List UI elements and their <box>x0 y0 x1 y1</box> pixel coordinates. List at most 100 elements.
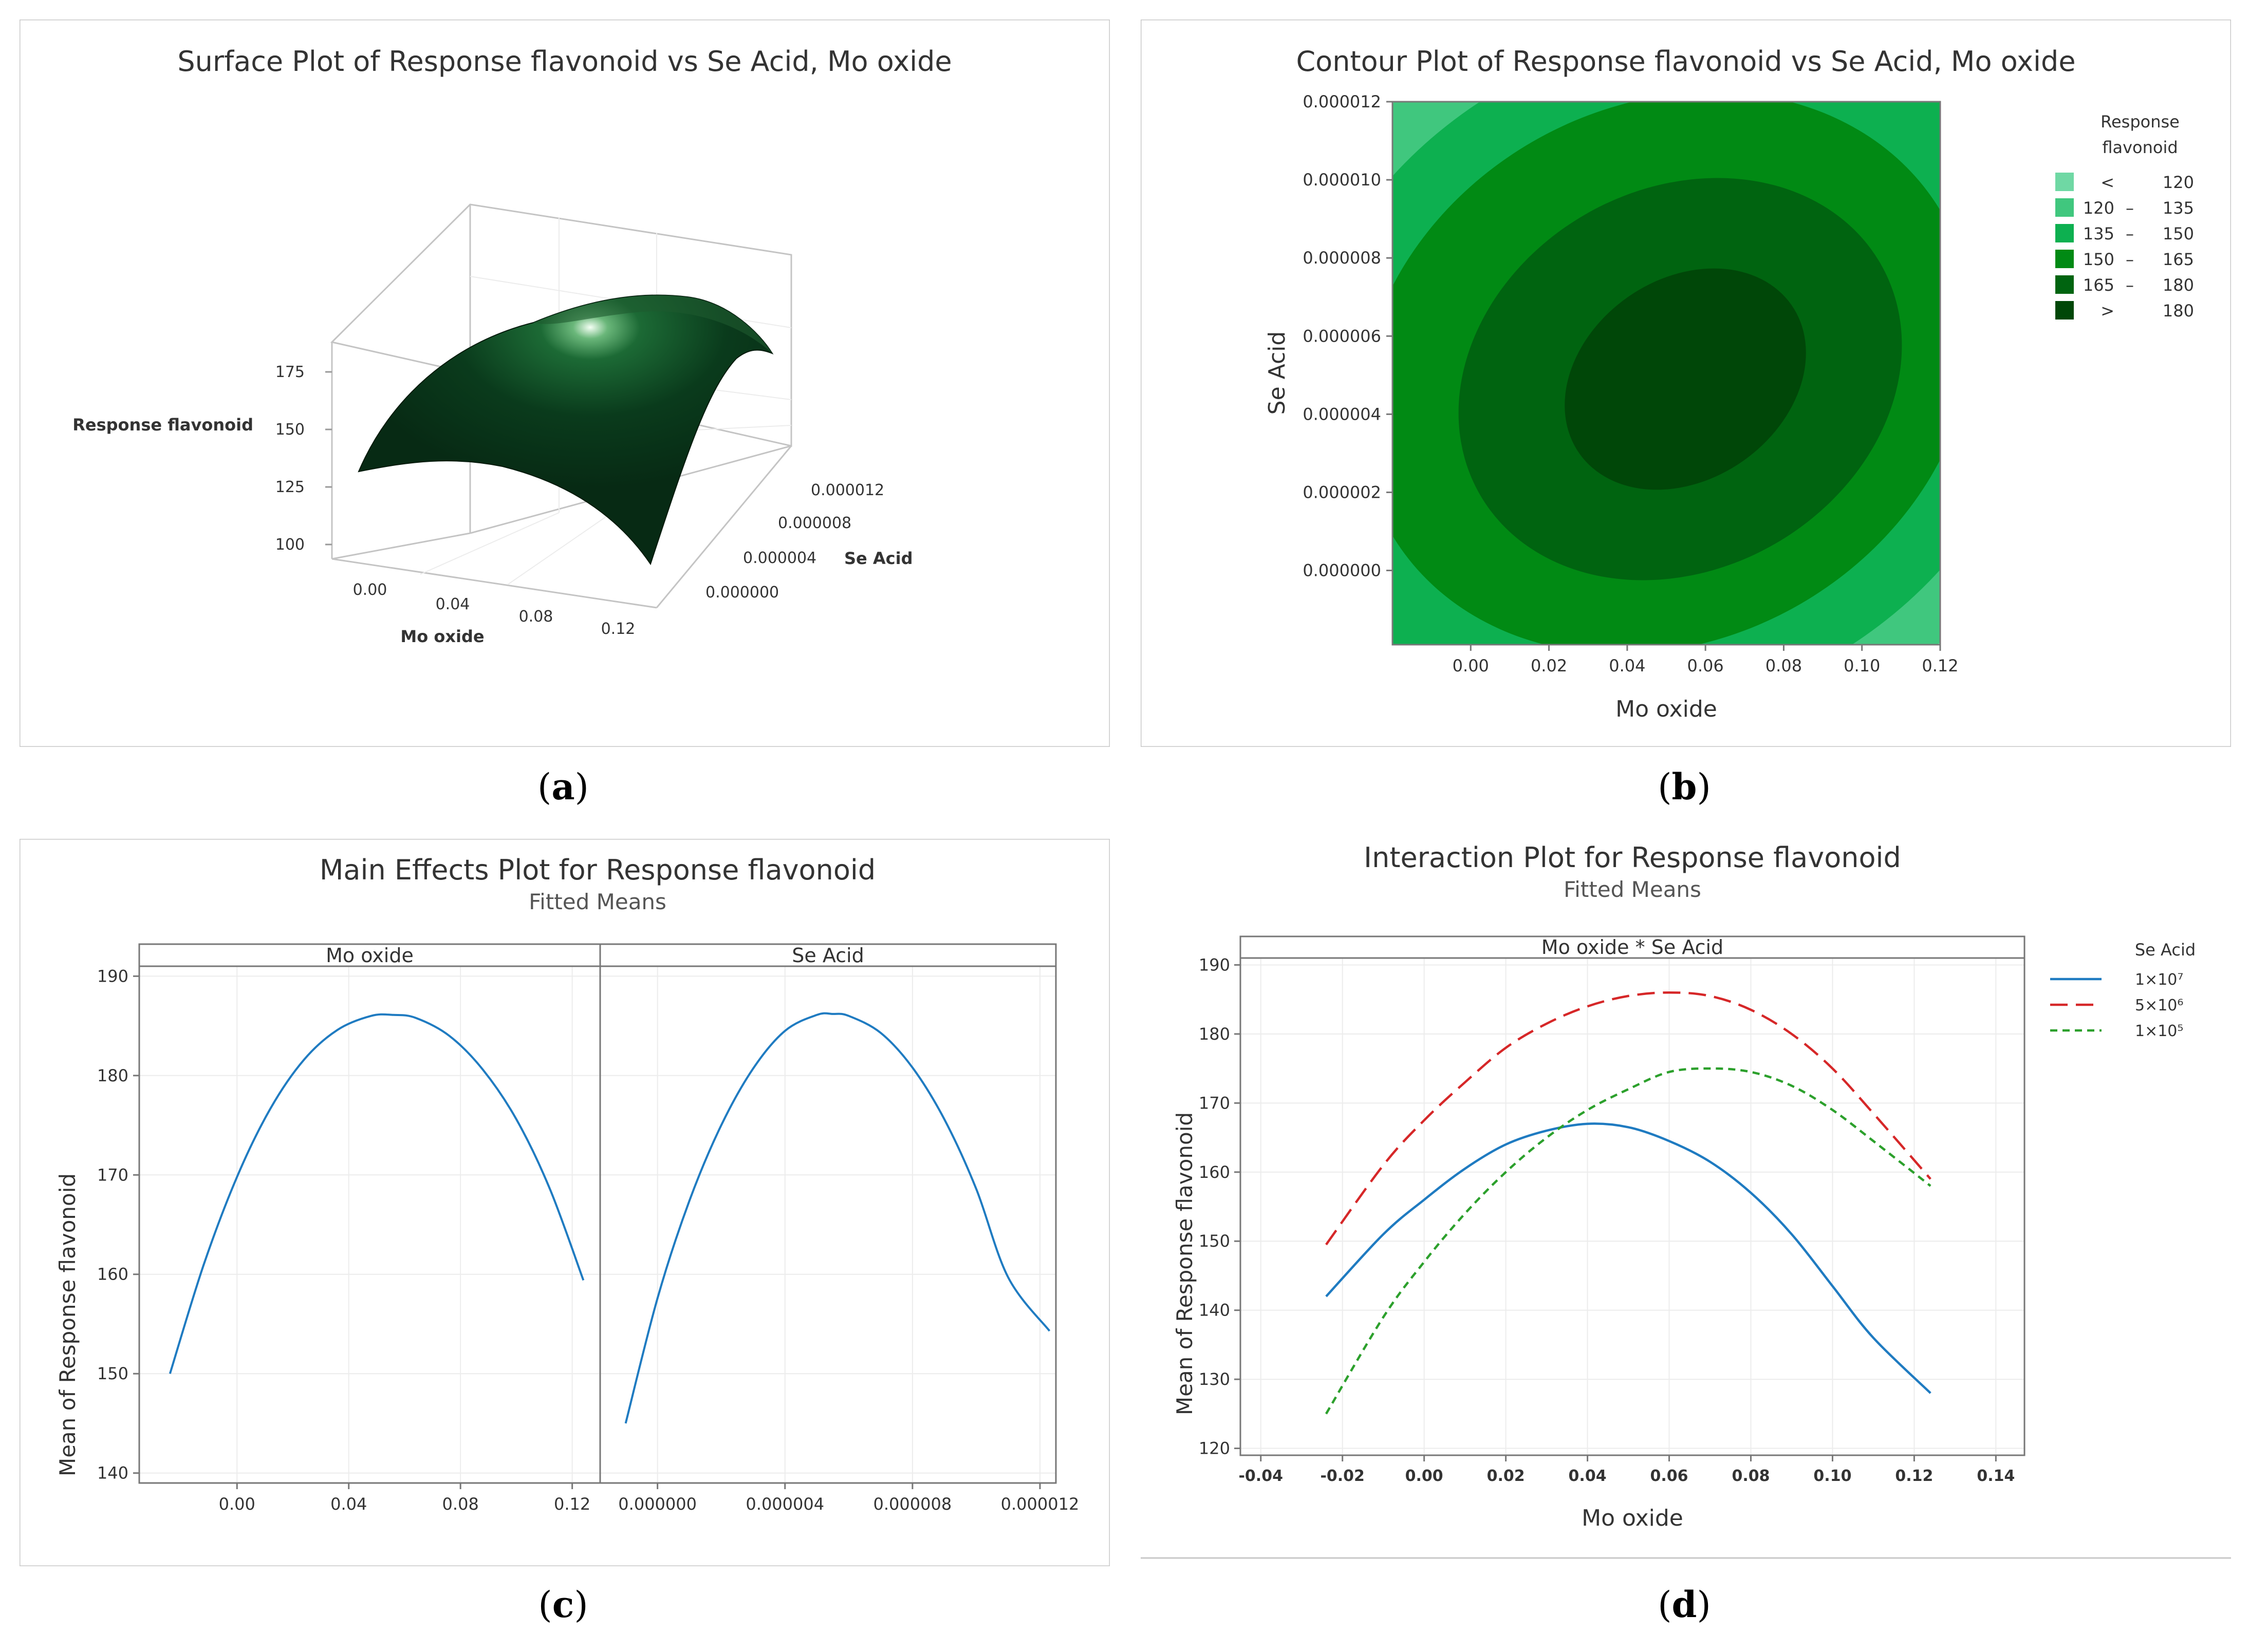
main-effects-plot: Main Effects Plot for Response flavonoid… <box>20 839 1110 1566</box>
inter-panel-strip-label: Mo oxide * Se Acid <box>1541 936 1723 959</box>
contour-x-tick-label: 0.08 <box>1765 656 1802 675</box>
main-panel-strip-label: Mo oxide <box>326 944 414 967</box>
main-x-tick-label: 0.000012 <box>1001 1494 1080 1514</box>
y-tick-0.000012: 0.000012 <box>811 481 884 499</box>
legend-dash: – <box>2126 224 2134 243</box>
legend-lo: 120 <box>2083 198 2114 218</box>
main-y-tick-label: 190 <box>97 966 128 986</box>
main-effect-line <box>624 1012 1051 1424</box>
legend-swatch <box>2055 173 2074 191</box>
inter-x-tick-label: 0.00 <box>1405 1467 1443 1485</box>
interaction-legend-label: 1×10⁷ <box>2135 971 2183 989</box>
y-tick-0.000008: 0.000008 <box>778 514 851 532</box>
legend-dash: – <box>2126 250 2134 269</box>
inter-y-tick-label: 140 <box>1199 1301 1230 1320</box>
inter-x-tick-label: -0.04 <box>1238 1467 1283 1485</box>
legend-swatch <box>2055 275 2074 294</box>
legend-lo: < <box>2101 173 2114 192</box>
interaction-series-line <box>1325 991 1931 1246</box>
inter-y-tick-label: 180 <box>1199 1024 1230 1044</box>
contour-y-tick-label: 0.000002 <box>1303 482 1381 502</box>
inter-y-tick-label: 160 <box>1199 1162 1230 1182</box>
x-tick-0.00: 0.00 <box>353 581 387 599</box>
inter-y-tick-label: 190 <box>1199 955 1230 974</box>
inter-y-tick-label: 150 <box>1199 1231 1230 1251</box>
interaction-title: Interaction Plot for Response flavonoid <box>1364 841 1901 874</box>
main-x-tick-label: 0.04 <box>330 1494 367 1514</box>
legend-lo: 165 <box>2083 275 2114 295</box>
main-y-tick-label: 160 <box>97 1265 128 1284</box>
inter-x-tick-label: 0.06 <box>1650 1467 1688 1485</box>
legend-swatch <box>2055 250 2074 268</box>
z-tick-175: 175 <box>275 363 305 381</box>
interaction-legend-title: Se Acid <box>2135 940 2196 960</box>
legend-lo: 150 <box>2083 250 2114 269</box>
contour-x-label: Mo oxide <box>1615 696 1717 722</box>
contour-y-tick-label: 0.000008 <box>1303 248 1381 268</box>
contour-y-tick-label: 0.000006 <box>1303 326 1381 346</box>
contour-legend: Response flavonoid <120120–135135–150150… <box>2055 112 2194 321</box>
legend-lo: 135 <box>2083 224 2114 243</box>
z-tick-125: 125 <box>275 478 305 496</box>
main-effects-title: Main Effects Plot for Response flavonoid <box>320 854 876 886</box>
contour-plot-title: Contour Plot of Response flavonoid vs Se… <box>1296 45 2075 78</box>
inter-x-tick-label: 0.08 <box>1732 1467 1770 1485</box>
surface-plot-title: Surface Plot of Response flavonoid vs Se… <box>177 45 952 78</box>
inter-x-tick-label: 0.10 <box>1813 1467 1851 1485</box>
legend-title-line1: Response <box>2101 112 2180 132</box>
legend-hi: 150 <box>2163 224 2194 243</box>
legend-dash: – <box>2126 198 2134 218</box>
main-effect-line <box>169 1013 585 1374</box>
main-x-tick-label: 0.000004 <box>746 1494 824 1514</box>
main-x-tick-label: 0.00 <box>219 1494 255 1514</box>
interaction-legend-label: 5×10⁶ <box>2135 997 2183 1015</box>
contour-x-tick-label: 0.10 <box>1844 656 1880 675</box>
response-surface <box>358 294 774 566</box>
caption-c: (c) <box>538 1583 588 1626</box>
contour-x-tick-label: 0.04 <box>1609 656 1645 675</box>
interaction-series-line <box>1325 1122 1931 1394</box>
main-effects-subtitle: Fitted Means <box>529 889 666 914</box>
legend-dash: – <box>2126 275 2134 295</box>
main-panel-strip-label: Se Acid <box>792 944 864 967</box>
contour-x-tick-label: 0.02 <box>1531 656 1567 675</box>
inter-panel-frame <box>1239 957 2025 1456</box>
legend-hi: 180 <box>2163 301 2194 321</box>
caption-a: (a) <box>537 765 589 808</box>
legend-hi: 135 <box>2163 198 2194 218</box>
legend-hi: 120 <box>2163 173 2194 192</box>
inter-x-tick-label: 0.04 <box>1569 1467 1607 1485</box>
interaction-y-label: Mean of Response flavonoid <box>1172 1112 1197 1415</box>
legend-hi: 165 <box>2163 250 2194 269</box>
legend-hi: 180 <box>2163 275 2194 295</box>
interaction-subtitle: Fitted Means <box>1564 877 1701 902</box>
band-gt-180 <box>1565 268 1806 490</box>
contour-bands <box>1392 102 1940 645</box>
contour-x-tick-label: 0.06 <box>1687 656 1724 675</box>
main-x-tick-label: 0.12 <box>554 1494 590 1514</box>
z-ticks <box>325 371 332 546</box>
legend-swatch <box>2055 301 2074 320</box>
contour-axes-frame <box>1391 101 1941 646</box>
interaction-legend-label: 1×10⁵ <box>2135 1022 2183 1040</box>
surface-ridge-shade <box>533 295 772 353</box>
contour-ticks: 0.00 0.02 0.04 0.06 0.08 0.10 0.12 0.000000 0.00… <box>1303 92 1958 675</box>
y-tick-0.000004: 0.000004 <box>743 549 816 567</box>
surface-plot: Surface Plot of Response flavonoid vs Se… <box>20 20 1110 747</box>
z-axis-label: Response flavonoid <box>72 415 253 435</box>
legend-title-line2: flavonoid <box>2102 138 2178 157</box>
inter-y-tick-label: 170 <box>1199 1093 1230 1113</box>
main-panel-strip <box>599 943 1057 967</box>
z-tick-150: 150 <box>275 421 305 439</box>
x-axis-label: Mo oxide <box>400 627 484 646</box>
y-tick-0.000000: 0.000000 <box>705 584 779 602</box>
main-y-tick-label: 170 <box>97 1165 128 1185</box>
x-tick-0.04: 0.04 <box>436 595 470 613</box>
caption-b: (b) <box>1658 765 1711 808</box>
main-panel-frame <box>599 965 1057 1484</box>
main-y-tick-label: 150 <box>97 1364 128 1383</box>
main-x-tick-label: 0.000000 <box>618 1494 697 1514</box>
interaction-series-line <box>1325 1067 1931 1415</box>
main-y-tick-label: 180 <box>97 1066 128 1085</box>
legend-swatch <box>2055 198 2074 217</box>
